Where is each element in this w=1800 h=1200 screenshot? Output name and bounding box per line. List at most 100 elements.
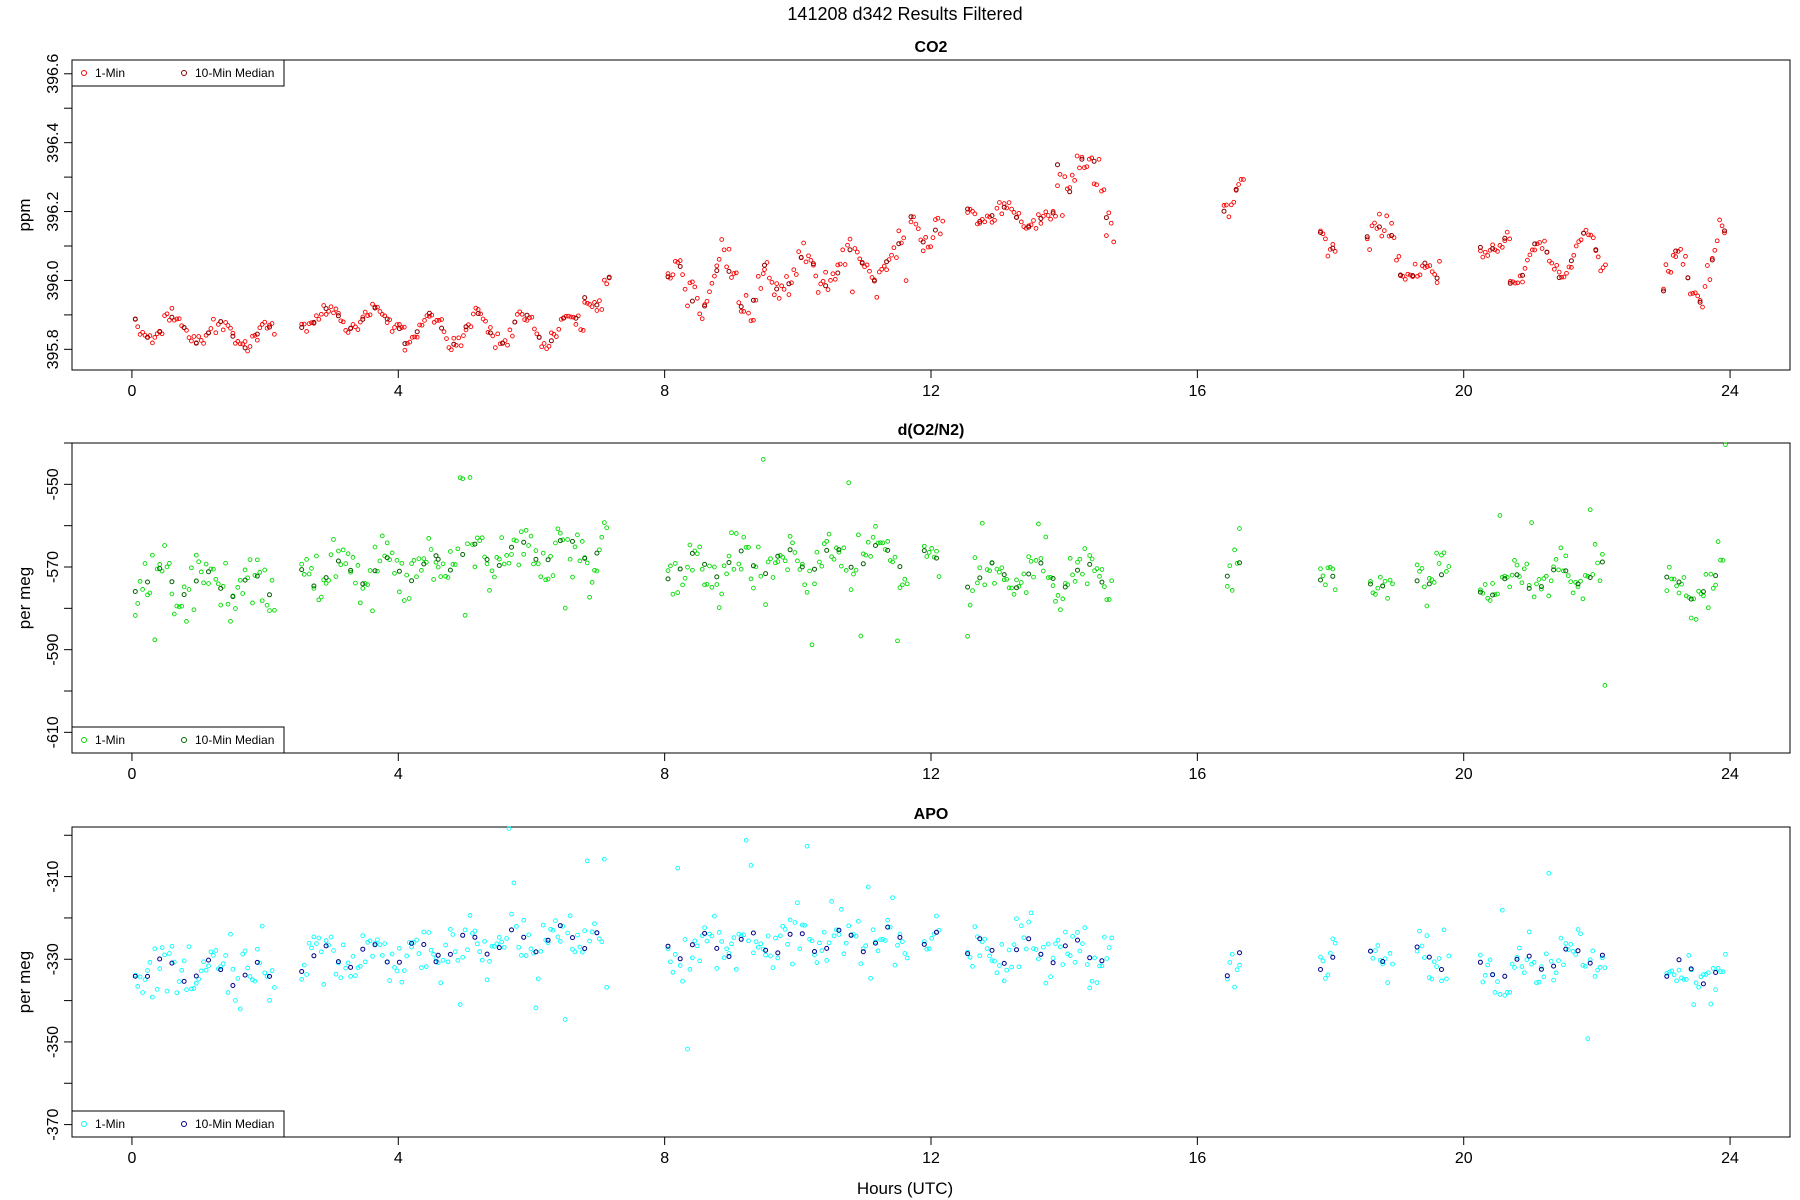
- point-1min: [937, 231, 943, 237]
- point-1min: [841, 545, 847, 551]
- point-1min: [1573, 243, 1579, 249]
- point-1min: [1092, 955, 1097, 961]
- point-1min: [540, 922, 546, 928]
- point-1min: [392, 965, 397, 970]
- point-median: [557, 923, 563, 929]
- point-1min: [1715, 965, 1721, 971]
- point-1min: [228, 931, 233, 937]
- point-1min: [526, 932, 531, 938]
- point-1min: [1320, 231, 1326, 237]
- point-1min: [1224, 202, 1229, 208]
- point-1min: [1507, 584, 1513, 590]
- point-median: [1075, 937, 1080, 943]
- point-1min: [1669, 576, 1675, 582]
- point-median: [1368, 948, 1373, 954]
- point-1min: [989, 958, 995, 963]
- y-tick-label: 396.0: [45, 260, 62, 300]
- panel-title: d(O2/N2): [898, 422, 965, 439]
- point-1min: [682, 286, 688, 292]
- point-1min: [1067, 953, 1073, 958]
- point-1min: [544, 346, 549, 351]
- point-median: [573, 315, 579, 321]
- point-1min: [885, 917, 891, 923]
- point-1min: [746, 310, 751, 316]
- point-1min: [198, 968, 204, 974]
- point-1min: [1075, 930, 1080, 935]
- point-1min: [721, 563, 727, 569]
- point-1min: [831, 933, 837, 939]
- point-1min: [135, 984, 141, 989]
- point-1min: [682, 575, 688, 581]
- point-1min: [472, 564, 478, 570]
- point-1min: [1674, 583, 1679, 589]
- point-median: [824, 547, 830, 553]
- point-1min: [191, 607, 197, 613]
- point-1min: [333, 574, 339, 579]
- point-1min: [483, 318, 488, 324]
- point-1min: [401, 324, 407, 330]
- point-1min: [786, 292, 792, 297]
- point-1min: [495, 331, 501, 337]
- point-1min: [1718, 557, 1723, 563]
- point-1min: [604, 281, 610, 287]
- point-1min: [1050, 955, 1056, 961]
- point-1min: [699, 566, 705, 572]
- point-1min: [1014, 577, 1019, 583]
- point-1min: [887, 924, 893, 930]
- point-median: [836, 547, 842, 553]
- point-1min: [1375, 943, 1381, 948]
- point-1min: [167, 317, 172, 323]
- point-1min: [773, 935, 778, 941]
- point-1min: [501, 944, 507, 950]
- point-1min: [1434, 964, 1439, 969]
- point-median: [533, 949, 539, 955]
- point-1min: [309, 320, 314, 326]
- point-1min: [892, 554, 898, 560]
- point-median: [750, 930, 756, 936]
- point-median: [509, 927, 514, 933]
- point-1min: [555, 934, 561, 940]
- point-median: [484, 557, 490, 562]
- point-1min: [262, 970, 268, 976]
- point-1min: [580, 328, 586, 333]
- point-median: [920, 239, 926, 245]
- point-1min: [878, 937, 883, 942]
- point-median: [1477, 959, 1483, 965]
- point-1min: [439, 317, 444, 322]
- point-1min: [482, 554, 487, 560]
- legend-marker: [81, 1121, 87, 1127]
- point-1min: [992, 580, 997, 586]
- point-1min: [314, 553, 319, 559]
- point-1min: [1077, 556, 1083, 562]
- point-median: [561, 315, 567, 321]
- point-1min: [167, 561, 172, 566]
- point-median: [702, 303, 708, 309]
- point-1min: [1543, 951, 1549, 957]
- point-1min: [333, 971, 339, 977]
- point-1min: [836, 549, 842, 555]
- point-1min: [1224, 976, 1230, 982]
- point-median: [884, 259, 890, 265]
- point-median: [836, 927, 842, 933]
- point-1min: [556, 326, 562, 332]
- point-1min: [670, 969, 676, 975]
- point-median: [786, 281, 792, 287]
- point-median: [1087, 955, 1093, 961]
- point-1min: [692, 284, 698, 290]
- point-1min: [1106, 597, 1112, 602]
- point-1min: [733, 967, 739, 972]
- point-1min: [247, 344, 253, 349]
- point-1min: [1077, 165, 1082, 171]
- point-1min: [1512, 558, 1517, 563]
- point-1min: [903, 278, 909, 283]
- point-1min: [1710, 585, 1716, 591]
- point-1min: [1561, 568, 1566, 574]
- point-median: [323, 306, 329, 312]
- point-1min: [1571, 252, 1577, 258]
- point-1min: [592, 300, 597, 305]
- point-1min: [257, 569, 263, 575]
- point-median: [1538, 966, 1544, 972]
- point-1min: [1045, 941, 1051, 947]
- point-1min: [987, 568, 992, 574]
- point-1min: [233, 998, 238, 1003]
